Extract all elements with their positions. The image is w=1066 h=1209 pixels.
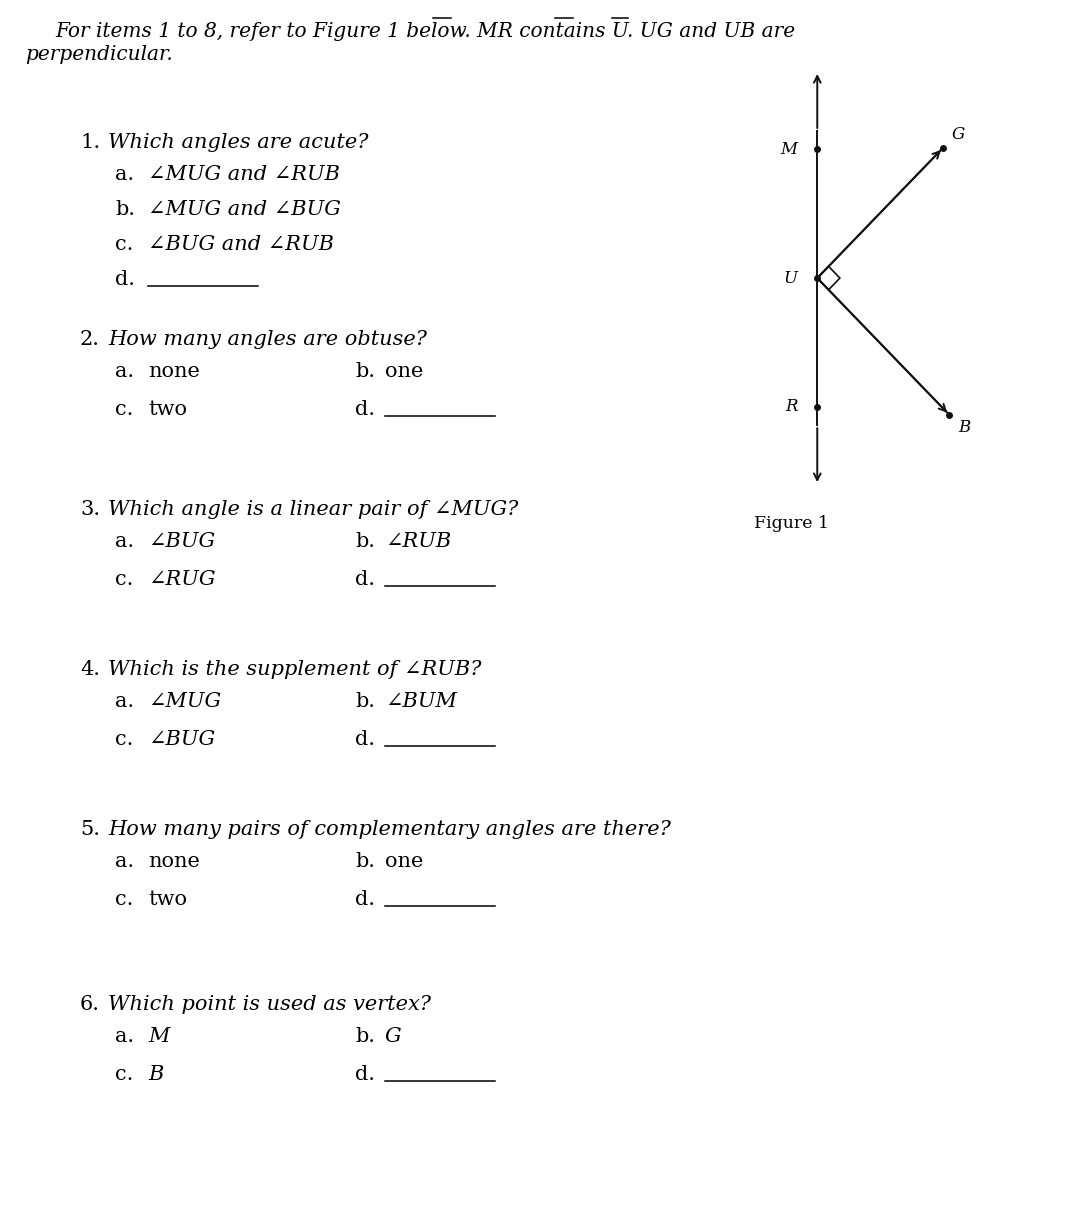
Text: B: B xyxy=(958,420,970,436)
Text: B: B xyxy=(148,1065,163,1084)
Text: Which point is used as vertex?: Which point is used as vertex? xyxy=(108,995,431,1014)
Text: c.: c. xyxy=(115,730,133,750)
Text: c.: c. xyxy=(115,235,133,254)
Text: one: one xyxy=(385,361,423,381)
Text: c.: c. xyxy=(115,1065,133,1084)
Text: Figure 1: Figure 1 xyxy=(754,515,829,532)
Text: ∠BUM: ∠BUM xyxy=(385,692,457,711)
Text: Which is the supplement of ∠RUB?: Which is the supplement of ∠RUB? xyxy=(108,660,482,679)
Text: none: none xyxy=(148,852,200,870)
Text: G: G xyxy=(952,127,965,144)
Text: ∠MUG and ∠RUB: ∠MUG and ∠RUB xyxy=(148,164,340,184)
Text: d.: d. xyxy=(355,890,375,909)
Text: ∠MUG: ∠MUG xyxy=(148,692,221,711)
Text: d.: d. xyxy=(355,730,375,750)
Text: b.: b. xyxy=(355,1026,375,1046)
Text: b.: b. xyxy=(355,532,375,551)
Text: 3.: 3. xyxy=(80,501,100,519)
Text: d.: d. xyxy=(115,270,135,289)
Text: a.: a. xyxy=(115,164,134,184)
Text: one: one xyxy=(385,852,423,870)
Text: c.: c. xyxy=(115,400,133,420)
Text: How many pairs of complementary angles are there?: How many pairs of complementary angles a… xyxy=(108,820,671,839)
Text: 5.: 5. xyxy=(80,820,100,839)
Text: ∠RUB: ∠RUB xyxy=(385,532,451,551)
Text: a.: a. xyxy=(115,1026,134,1046)
Text: 2.: 2. xyxy=(80,330,100,349)
Text: ∠BUG and ∠RUB: ∠BUG and ∠RUB xyxy=(148,235,334,254)
Text: ∠RUG: ∠RUG xyxy=(148,569,215,589)
Text: M: M xyxy=(148,1026,169,1046)
Text: Which angles are acute?: Which angles are acute? xyxy=(108,133,369,152)
Text: a.: a. xyxy=(115,692,134,711)
Text: none: none xyxy=(148,361,200,381)
Text: two: two xyxy=(148,890,187,909)
Text: b.: b. xyxy=(355,692,375,711)
Text: perpendicular.: perpendicular. xyxy=(25,45,173,64)
Text: How many angles are obtuse?: How many angles are obtuse? xyxy=(108,330,427,349)
Text: d.: d. xyxy=(355,1065,375,1084)
Text: d.: d. xyxy=(355,569,375,589)
Text: ∠MUG and ∠BUG: ∠MUG and ∠BUG xyxy=(148,199,341,219)
Text: d.: d. xyxy=(355,400,375,420)
Text: G: G xyxy=(385,1026,402,1046)
Text: ∠BUG: ∠BUG xyxy=(148,730,215,750)
Text: 4.: 4. xyxy=(80,660,100,679)
Text: R: R xyxy=(786,398,797,416)
Text: a.: a. xyxy=(115,852,134,870)
Text: two: two xyxy=(148,400,187,420)
Text: 6.: 6. xyxy=(80,995,100,1014)
Text: a.: a. xyxy=(115,532,134,551)
Text: c.: c. xyxy=(115,890,133,909)
Text: ∠BUG: ∠BUG xyxy=(148,532,215,551)
Text: b.: b. xyxy=(355,852,375,870)
Text: U: U xyxy=(784,270,797,287)
Text: b.: b. xyxy=(355,361,375,381)
Text: c.: c. xyxy=(115,569,133,589)
Text: Which angle is a linear pair of ∠MUG?: Which angle is a linear pair of ∠MUG? xyxy=(108,501,518,519)
Text: a.: a. xyxy=(115,361,134,381)
Text: b.: b. xyxy=(115,199,135,219)
Text: 1.: 1. xyxy=(80,133,100,152)
Text: For items 1 to 8, refer to Figure 1 below. MR contains U. UG and UB are: For items 1 to 8, refer to Figure 1 belo… xyxy=(55,22,795,41)
Text: M: M xyxy=(780,140,797,158)
